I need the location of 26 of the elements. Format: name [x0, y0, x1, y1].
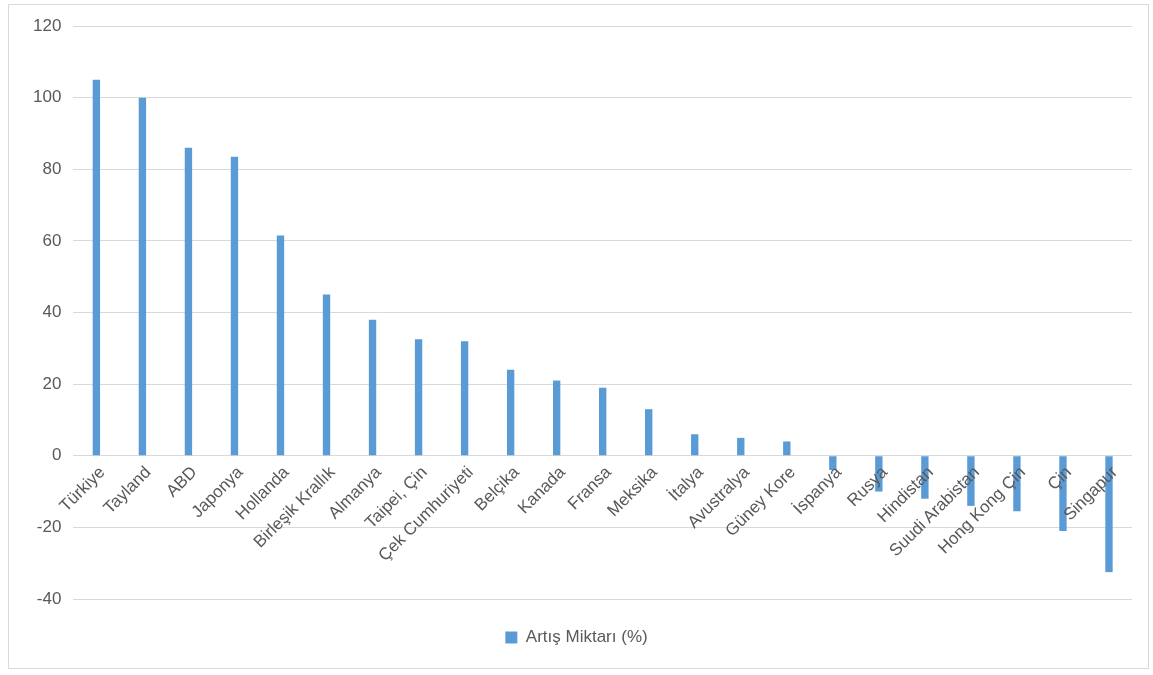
bar	[737, 437, 745, 456]
y-tick-label: 60	[42, 230, 62, 250]
y-tick-label: -20	[36, 517, 62, 537]
bar	[783, 441, 791, 456]
bar	[322, 294, 331, 456]
bar	[506, 369, 515, 456]
bar	[552, 380, 561, 456]
bar	[460, 341, 469, 456]
bar	[368, 319, 377, 456]
bar	[184, 147, 193, 456]
y-tick-label: 0	[51, 445, 62, 465]
y-tick-label: 80	[42, 158, 62, 178]
bar	[276, 235, 285, 456]
bar	[645, 409, 653, 456]
bar	[691, 434, 699, 456]
y-tick-label: -40	[36, 588, 62, 608]
y-tick-label: 100	[32, 87, 62, 107]
y-tick-label: 120	[32, 15, 62, 35]
y-tick-label: 20	[42, 373, 62, 393]
y-tick-label: 40	[42, 302, 62, 322]
bar	[230, 156, 239, 456]
bar	[138, 97, 147, 456]
bar	[599, 387, 607, 456]
bar	[92, 79, 101, 456]
legend-label: Artış Miktarı (%)	[525, 627, 648, 647]
bar	[414, 339, 423, 456]
